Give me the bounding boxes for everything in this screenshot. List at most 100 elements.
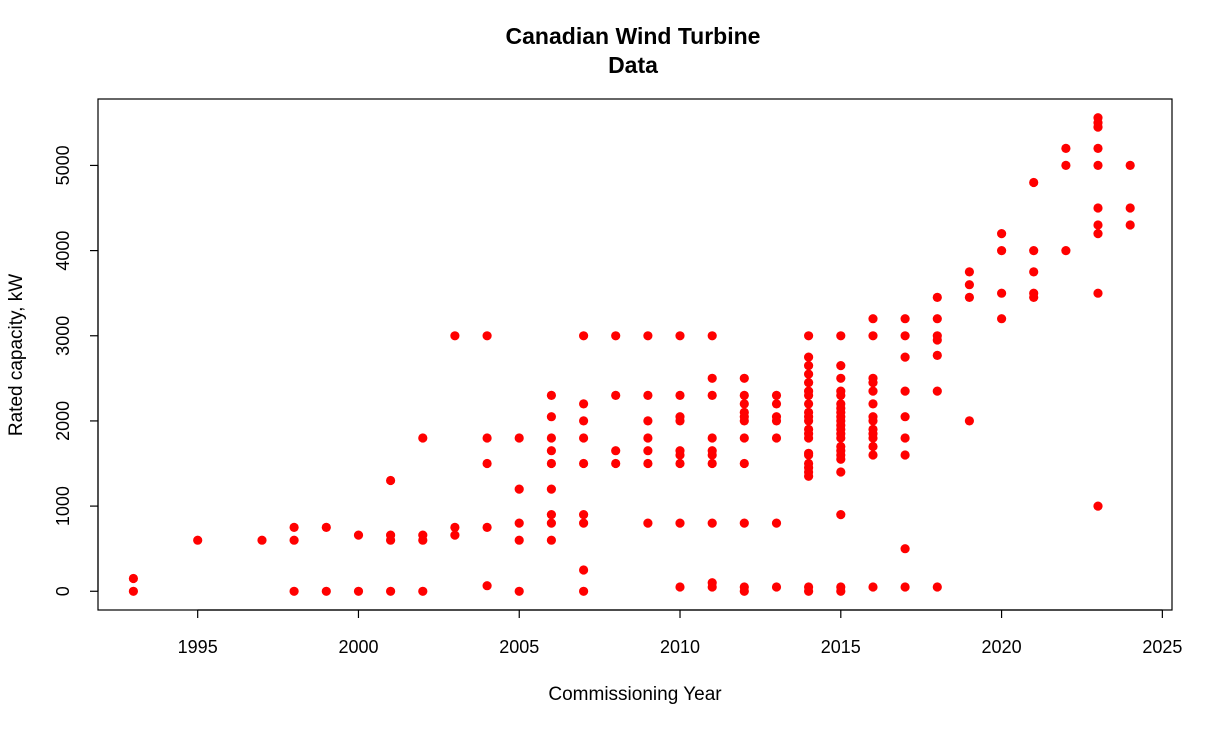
data-point bbox=[482, 581, 492, 591]
data-point bbox=[771, 390, 782, 400]
data-point bbox=[804, 369, 814, 379]
data-point bbox=[1093, 122, 1103, 132]
data-point bbox=[836, 509, 846, 520]
data-point bbox=[836, 373, 846, 383]
data-point bbox=[353, 586, 364, 596]
data-point bbox=[868, 314, 878, 324]
y-tick-label: 0 bbox=[53, 586, 73, 596]
data-point bbox=[546, 484, 557, 494]
data-point bbox=[289, 586, 299, 596]
data-point bbox=[932, 582, 942, 592]
data-point bbox=[128, 586, 138, 596]
data-point bbox=[900, 314, 910, 324]
data-point bbox=[964, 416, 975, 426]
data-point bbox=[868, 582, 878, 592]
x-tick-label: 2010 bbox=[660, 637, 700, 657]
data-point bbox=[771, 416, 782, 426]
data-point bbox=[836, 433, 846, 443]
data-point bbox=[579, 458, 589, 469]
data-point bbox=[1093, 203, 1103, 213]
data-point bbox=[546, 458, 557, 469]
data-point bbox=[643, 433, 653, 443]
data-point bbox=[900, 352, 910, 362]
data-point bbox=[932, 335, 942, 345]
data-point bbox=[900, 331, 910, 341]
data-point bbox=[900, 386, 910, 396]
data-point bbox=[643, 416, 653, 426]
data-point bbox=[579, 509, 589, 520]
data-point bbox=[932, 350, 942, 360]
data-point bbox=[900, 544, 910, 554]
data-point bbox=[739, 433, 749, 443]
data-point bbox=[868, 441, 878, 452]
data-point bbox=[643, 458, 653, 469]
data-point bbox=[868, 433, 878, 443]
data-point bbox=[128, 573, 138, 584]
data-point bbox=[418, 586, 428, 596]
data-point bbox=[611, 390, 621, 400]
data-point bbox=[836, 586, 846, 596]
data-point bbox=[643, 390, 653, 400]
data-point bbox=[707, 518, 717, 528]
data-point bbox=[579, 565, 589, 575]
data-point bbox=[868, 399, 878, 409]
data-point bbox=[804, 352, 814, 362]
data-point bbox=[353, 530, 364, 540]
data-point bbox=[450, 331, 460, 341]
data-point bbox=[804, 378, 814, 388]
data-point bbox=[804, 450, 814, 460]
data-point bbox=[1029, 267, 1039, 277]
data-point bbox=[932, 292, 942, 302]
data-point bbox=[707, 450, 717, 460]
data-point bbox=[997, 229, 1007, 239]
x-tick-label: 2005 bbox=[499, 637, 539, 657]
data-point bbox=[1029, 246, 1039, 256]
data-point bbox=[386, 586, 396, 596]
data-point bbox=[482, 331, 492, 341]
data-point bbox=[514, 433, 524, 443]
x-tick-label: 2015 bbox=[821, 637, 861, 657]
data-point bbox=[1061, 143, 1071, 153]
data-point bbox=[643, 331, 653, 341]
data-point bbox=[804, 416, 814, 426]
y-tick-label: 1000 bbox=[53, 486, 73, 526]
data-point bbox=[836, 331, 846, 341]
y-tick-label: 2000 bbox=[53, 401, 73, 441]
data-point bbox=[579, 433, 589, 443]
data-point bbox=[482, 522, 492, 533]
data-point bbox=[579, 399, 589, 409]
data-point bbox=[932, 386, 942, 396]
data-point bbox=[611, 446, 621, 456]
data-point bbox=[997, 246, 1007, 256]
data-point bbox=[836, 390, 846, 400]
data-point bbox=[771, 582, 782, 592]
data-point bbox=[546, 535, 557, 545]
data-point bbox=[771, 433, 782, 443]
data-point bbox=[900, 450, 910, 460]
data-point bbox=[675, 518, 685, 528]
data-point bbox=[997, 314, 1007, 324]
data-point bbox=[900, 582, 910, 592]
data-point bbox=[1061, 246, 1071, 256]
data-point bbox=[868, 331, 878, 341]
data-point bbox=[1093, 501, 1103, 511]
data-point bbox=[932, 314, 942, 324]
data-point bbox=[804, 331, 814, 341]
data-point bbox=[707, 458, 717, 469]
y-tick-label: 3000 bbox=[53, 316, 73, 356]
data-point bbox=[739, 399, 749, 409]
data-point bbox=[997, 288, 1007, 298]
data-point bbox=[771, 518, 782, 528]
data-point bbox=[1125, 160, 1135, 170]
y-tick-label: 5000 bbox=[53, 145, 73, 185]
data-point bbox=[739, 518, 749, 528]
data-point bbox=[289, 522, 299, 533]
data-point bbox=[900, 433, 910, 443]
data-point bbox=[482, 433, 492, 443]
data-point bbox=[707, 331, 717, 341]
data-point bbox=[964, 292, 975, 302]
data-point bbox=[546, 412, 557, 422]
data-point bbox=[675, 582, 685, 592]
data-point bbox=[1125, 220, 1135, 230]
